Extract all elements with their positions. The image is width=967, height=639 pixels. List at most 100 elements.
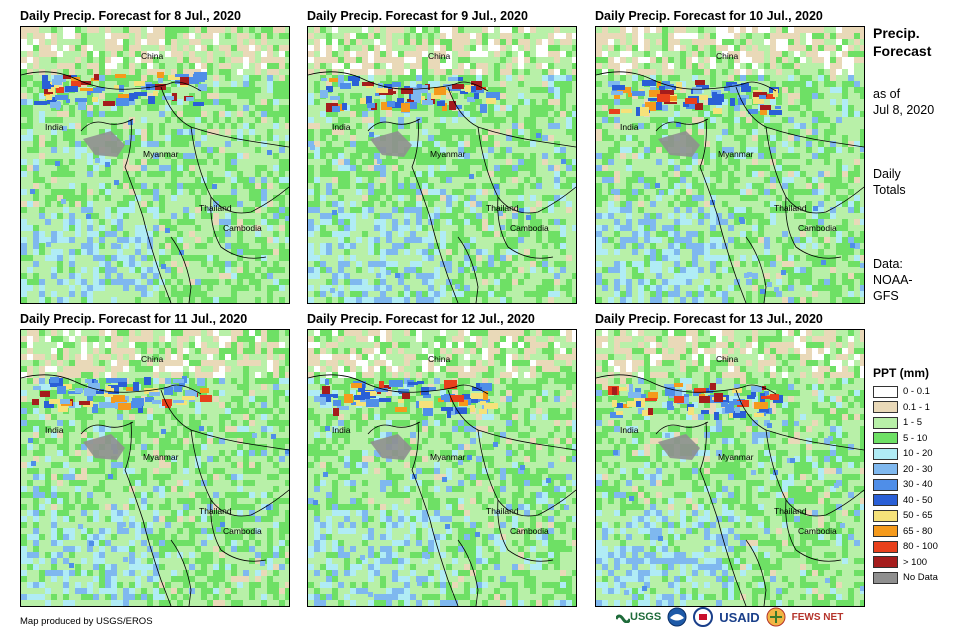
place-label-thailand: Thailand — [486, 203, 519, 213]
place-label-myanmar: Myanmar — [430, 452, 466, 462]
sidebar-heading: Precip. Forecast — [873, 24, 931, 60]
place-label-cambodia: Cambodia — [223, 526, 262, 536]
place-label-india: India — [45, 122, 64, 132]
usgs-wave-icon — [616, 614, 630, 623]
data-label: Data: — [873, 257, 903, 271]
heading-line-1: Precip. — [873, 25, 920, 41]
legend-row: 0.1 - 1 — [873, 400, 963, 416]
place-label-china: China — [141, 354, 164, 364]
place-label-cambodia: Cambodia — [510, 223, 549, 233]
precip-forecast-map: China India Myanmar Thailand Cambodia — [20, 26, 290, 304]
precip-raster — [308, 330, 576, 606]
legend-label: 40 - 50 — [903, 494, 933, 506]
legend-label: 5 - 10 — [903, 432, 928, 444]
place-label-cambodia: Cambodia — [798, 223, 837, 233]
data-source: Data: NOAA- GFS — [873, 256, 913, 304]
place-label-myanmar: Myanmar — [143, 452, 179, 462]
legend-label: 20 - 30 — [903, 463, 933, 475]
legend-label: 1 - 5 — [903, 417, 923, 429]
legend-swatch — [873, 556, 898, 569]
legend-swatch — [873, 478, 898, 491]
place-label-myanmar: Myanmar — [430, 149, 466, 159]
legend-row: 1 - 5 — [873, 415, 963, 431]
place-label-china: China — [428, 51, 451, 61]
precip-forecast-map: China India Myanmar Thailand Cambodia — [20, 329, 290, 607]
place-label-india: India — [620, 122, 639, 132]
legend-swatch — [873, 571, 898, 584]
legend-row: 5 - 10 — [873, 431, 963, 447]
legend-swatch — [873, 432, 898, 445]
place-label-thailand: Thailand — [199, 203, 232, 213]
place-label-india: India — [332, 122, 351, 132]
place-label-china: China — [141, 51, 164, 61]
place-label-cambodia: Cambodia — [223, 223, 262, 233]
legend-row: 0 - 0.1 — [873, 384, 963, 400]
data-source-line-2: GFS — [873, 289, 899, 303]
place-label-india: India — [620, 425, 639, 435]
legend-row: > 100 — [873, 555, 963, 571]
precip-raster — [596, 27, 864, 303]
legend-row: 40 - 50 — [873, 493, 963, 509]
legend-label: 0 - 0.1 — [903, 386, 930, 398]
legend-swatch — [873, 525, 898, 538]
panel-title: Daily Precip. Forecast for 8 Jul., 2020 — [20, 9, 241, 23]
legend-label: No Data — [903, 572, 938, 584]
place-label-china: China — [716, 354, 739, 364]
legend-label: 65 - 80 — [903, 525, 933, 537]
place-label-cambodia: Cambodia — [798, 526, 837, 536]
place-label-india: India — [45, 425, 64, 435]
legend-row: 10 - 20 — [873, 446, 963, 462]
legend-swatch — [873, 385, 898, 398]
panel-title: Daily Precip. Forecast for 13 Jul., 2020 — [595, 312, 823, 326]
data-source-line-1: NOAA- — [873, 273, 913, 287]
precip-forecast-map: China India Myanmar Thailand Cambodia — [595, 26, 865, 304]
usgs-logo-text: USGS — [630, 611, 662, 623]
legend-swatch — [873, 494, 898, 507]
map-credit: Map produced by USGS/EROS — [20, 616, 153, 627]
panel-title: Daily Precip. Forecast for 9 Jul., 2020 — [307, 9, 528, 23]
legend-row: 50 - 65 — [873, 508, 963, 524]
heading-line-2: Forecast — [873, 43, 932, 59]
usaid-logo-text: USAID — [719, 609, 760, 625]
legend-row: 30 - 40 — [873, 477, 963, 493]
as-of-date: as of Jul 8, 2020 — [873, 86, 934, 118]
precip-forecast-map: China India Myanmar Thailand Cambodia — [595, 329, 865, 607]
place-label-myanmar: Myanmar — [143, 149, 179, 159]
legend-label: 30 - 40 — [903, 479, 933, 491]
panel-title: Daily Precip. Forecast for 10 Jul., 2020 — [595, 9, 823, 23]
agency-logos: USGS USAID FEWS NET — [616, 607, 843, 627]
legend-label: > 100 — [903, 556, 928, 568]
totals-label: Totals — [873, 183, 906, 197]
precip-forecast-map: China India Myanmar Thailand Cambodia — [307, 329, 577, 607]
place-label-thailand: Thailand — [486, 506, 519, 516]
legend-swatch — [873, 509, 898, 522]
place-label-china: China — [428, 354, 451, 364]
usaid-logo: USAID — [719, 610, 759, 625]
precip-forecast-map: China India Myanmar Thailand Cambodia — [307, 26, 577, 304]
legend-row: 80 - 100 — [873, 539, 963, 555]
legend-row: 20 - 30 — [873, 462, 963, 478]
place-label-myanmar: Myanmar — [718, 149, 754, 159]
place-label-thailand: Thailand — [774, 203, 807, 213]
legend-label: 50 - 65 — [903, 510, 933, 522]
precip-legend: PPT (mm) 0 - 0.1 0.1 - 1 1 - 5 5 - 10 10 - 2… — [873, 366, 963, 586]
daily-totals-note: Daily Totals — [873, 166, 906, 198]
panel-title: Daily Precip. Forecast for 11 Jul., 2020 — [20, 312, 248, 326]
legend-swatch — [873, 447, 898, 460]
precip-raster — [21, 27, 289, 303]
place-label-thailand: Thailand — [199, 506, 232, 516]
precip-raster — [21, 330, 289, 606]
daily-label: Daily — [873, 167, 901, 181]
as-of-label: as of — [873, 87, 901, 101]
place-label-india: India — [332, 425, 351, 435]
legend-title: PPT (mm) — [873, 366, 930, 380]
place-label-china: China — [716, 51, 739, 61]
precip-raster — [308, 27, 576, 303]
place-label-cambodia: Cambodia — [510, 526, 549, 536]
fews-net-globe-icon — [766, 607, 786, 627]
legend-row: No Data — [873, 570, 963, 586]
legend-label: 80 - 100 — [903, 541, 938, 553]
legend-swatch — [873, 416, 898, 429]
as-of-value: Jul 8, 2020 — [873, 103, 935, 117]
place-label-myanmar: Myanmar — [718, 452, 754, 462]
